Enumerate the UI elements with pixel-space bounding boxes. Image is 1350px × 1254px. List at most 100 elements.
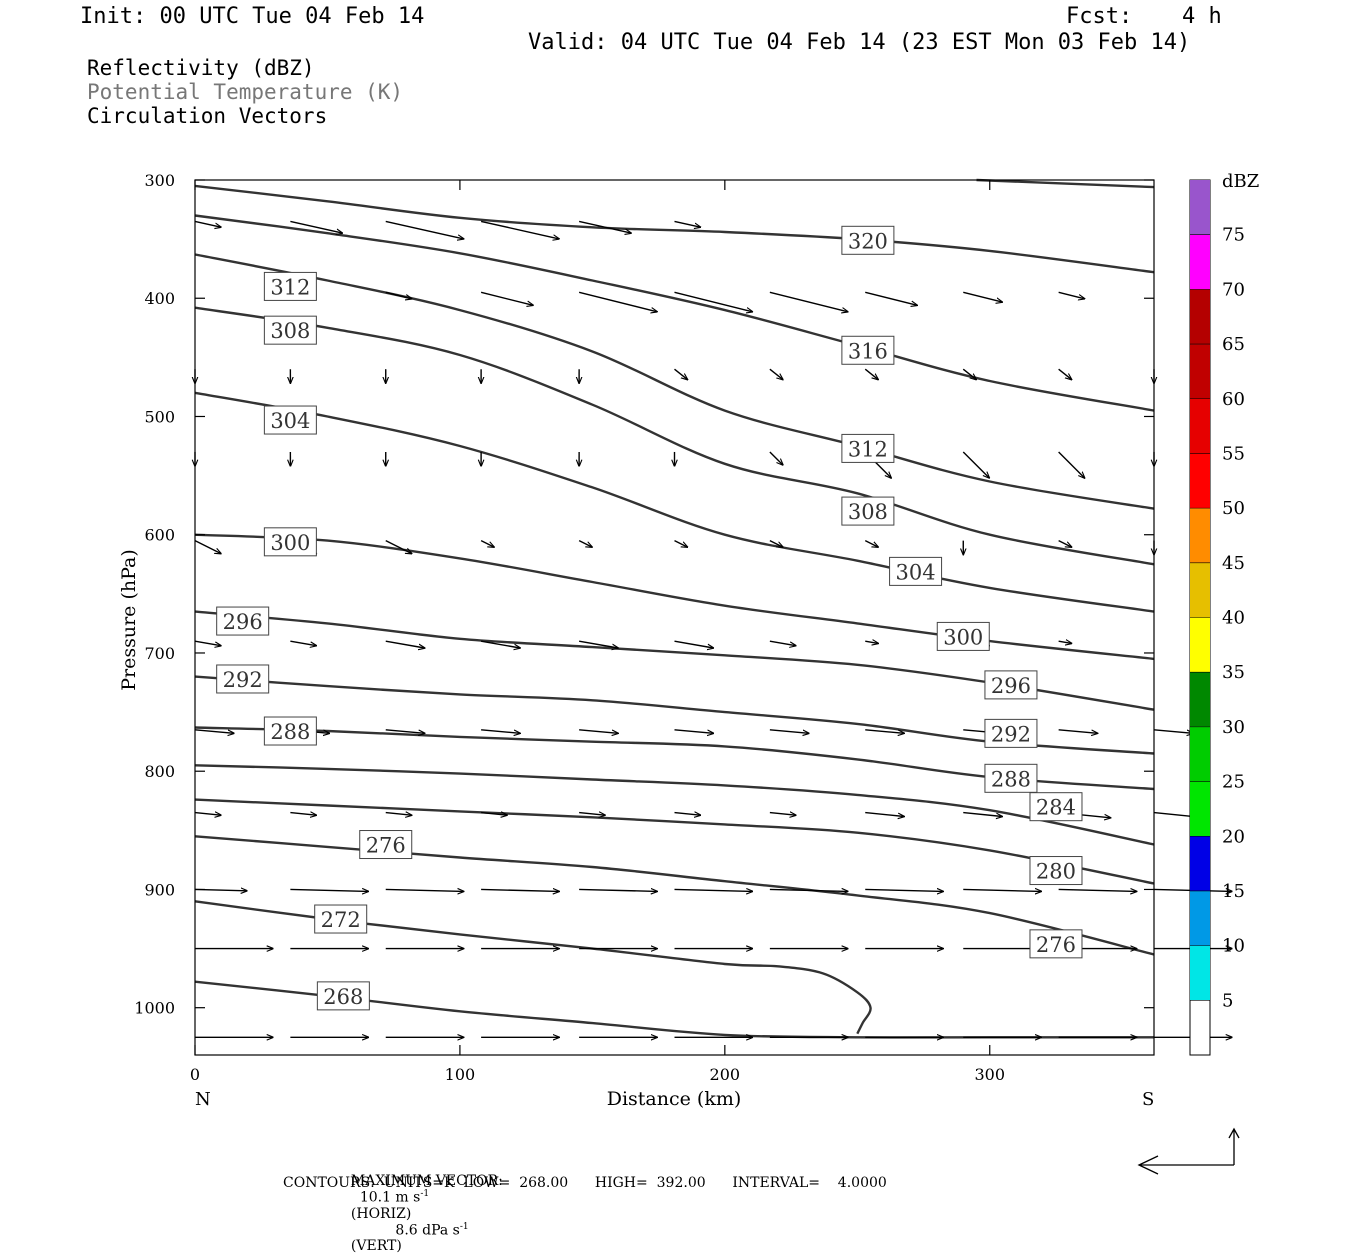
- circulation-vector: [865, 369, 878, 379]
- colorbar-level-label: 70: [1222, 279, 1245, 300]
- contour-label-312: 312: [842, 434, 894, 462]
- contour-label-text: 300: [270, 531, 310, 555]
- contour-label-300: 300: [264, 528, 316, 556]
- x-axis-label: Distance (km): [607, 1088, 742, 1110]
- x-end-right: S: [1142, 1089, 1154, 1110]
- colorbar-swatch: [1190, 946, 1210, 1001]
- circulation-vector: [481, 730, 520, 733]
- contour-label-308: 308: [264, 316, 316, 344]
- circulation-vector: [481, 292, 533, 305]
- circulation-vector: [195, 641, 221, 646]
- circulation-vector: [865, 541, 878, 547]
- circulation-vector: [1059, 730, 1098, 733]
- y-axis-label: Pressure (hPa): [118, 549, 140, 691]
- contour-label-296: 296: [217, 607, 269, 635]
- contour-label-296: 296: [985, 671, 1037, 699]
- contour-308: [195, 308, 1154, 565]
- circulation-vector: [770, 889, 848, 891]
- colorbar-swatch: [1190, 836, 1210, 891]
- contour-label-text: 308: [270, 319, 310, 343]
- circulation-vector: [386, 221, 464, 239]
- colorbar-level-label: 10: [1222, 936, 1245, 957]
- y-tick-label: 300: [144, 171, 175, 190]
- circulation-vector: [963, 813, 1002, 817]
- contour-label-text: 304: [896, 560, 936, 584]
- contour-300: [195, 535, 1154, 659]
- colorbar-level-label: 65: [1222, 334, 1245, 355]
- circulation-vector: [1059, 541, 1072, 547]
- contour-label-layer: 2682722762762802842882882922922962963003…: [217, 226, 1082, 1010]
- contour-label-text: 272: [321, 908, 361, 932]
- cross-section-chart: 2682722762762802842882882922922962963003…: [0, 0, 1350, 1200]
- circulation-vector: [579, 730, 618, 733]
- max-vert-tag: (VERT): [351, 1238, 402, 1254]
- colorbar-level-label: 60: [1222, 389, 1245, 410]
- contour-label-text: 276: [1036, 933, 1076, 957]
- circulation-vector: [675, 221, 701, 227]
- contour-label-284: 284: [1030, 793, 1082, 821]
- circulation-vector: [579, 889, 657, 891]
- x-tick-label: 0: [190, 1065, 200, 1084]
- contour-label-288: 288: [985, 764, 1037, 792]
- colorbar-level-label: 35: [1222, 662, 1245, 683]
- contour-label-288: 288: [264, 717, 316, 745]
- circulation-vector: [963, 452, 989, 478]
- circulation-vector: [865, 641, 878, 643]
- circulation-vector: [579, 292, 657, 311]
- circulation-vector: [195, 541, 221, 554]
- circulation-vector: [675, 730, 714, 733]
- contour-316: [195, 216, 1154, 411]
- circulation-vector: [1059, 889, 1137, 891]
- circulation-vector: [386, 813, 412, 816]
- circulation-vector: [579, 813, 605, 816]
- y-tick-label: 600: [144, 526, 175, 545]
- colorbar-swatch: [1190, 727, 1210, 782]
- reference-vector-icon: [1139, 1129, 1239, 1174]
- contour-label-304: 304: [264, 406, 316, 434]
- contour-label-308: 308: [842, 497, 894, 525]
- contour-label-316: 316: [842, 336, 894, 364]
- circulation-vector: [865, 889, 943, 891]
- contour-label-text: 268: [323, 985, 363, 1009]
- contour-label-text: 288: [991, 767, 1031, 791]
- contour-label-text: 296: [991, 674, 1031, 698]
- circulation-vector: [1059, 292, 1085, 298]
- circulation-vector: [963, 889, 1041, 891]
- circulation-vector: [195, 221, 221, 227]
- circulation-vector: [865, 813, 904, 817]
- contour-280: [195, 800, 1154, 884]
- circulation-vector: [770, 730, 809, 733]
- circulation-vector: [770, 813, 796, 816]
- circulation-vector: [770, 641, 796, 646]
- max-vert: 8.6 dPa s: [395, 1222, 459, 1238]
- max-horiz-tag: (HORIZ): [351, 1206, 411, 1222]
- colorbar-level-label: 75: [1222, 225, 1245, 246]
- circulation-vector: [195, 730, 234, 733]
- circulation-vector: [290, 813, 316, 816]
- contour-label-276: 276: [360, 831, 412, 859]
- contour-label-text: 304: [270, 409, 310, 433]
- contour-label-text: 288: [270, 720, 310, 744]
- contour-label-text: 320: [848, 229, 888, 253]
- contour-label-text: 312: [848, 437, 888, 461]
- colorbar-swatch: [1190, 782, 1210, 837]
- circulation-vector: [386, 292, 412, 298]
- colorbar-swatch: [1190, 180, 1210, 235]
- contour-label-300: 300: [937, 622, 989, 650]
- colorbar-level-label: 50: [1222, 498, 1245, 519]
- colorbar-level-label: 15: [1222, 881, 1245, 902]
- contour-label-280: 280: [1030, 857, 1082, 885]
- footer-contours: CONTOURS: UNITS=K LOW= 268.00 HIGH= 392.…: [283, 1175, 887, 1191]
- contour-label-text: 316: [848, 339, 888, 363]
- colorbar-level-label: 5: [1222, 990, 1233, 1011]
- contour-label-292: 292: [217, 665, 269, 693]
- circulation-vector: [481, 541, 494, 547]
- colorbar-swatch: [1190, 399, 1210, 454]
- colorbar-level-label: 55: [1222, 443, 1245, 464]
- contour-272: [195, 901, 871, 1033]
- circulation-vector: [770, 369, 783, 379]
- circulation-vector: [579, 541, 592, 547]
- contour-label-text: 292: [991, 722, 1031, 746]
- footer-max-vector: MAXIMUM VECTOR: 10.1 m s-1 (HORIZ) 8.6 d…: [342, 1157, 503, 1254]
